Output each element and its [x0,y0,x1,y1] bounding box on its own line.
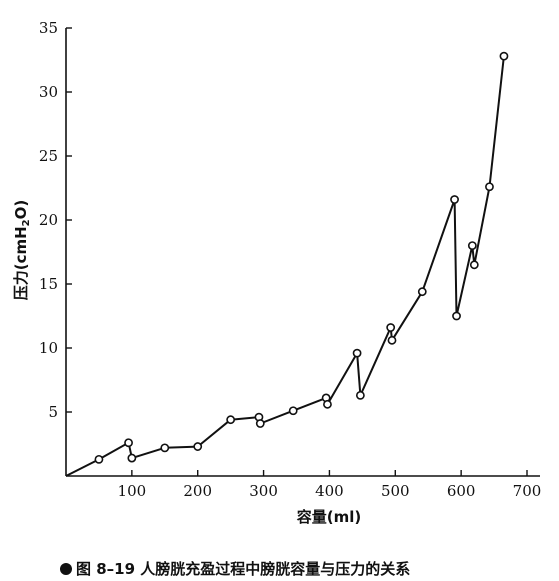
y-axis-title: 压力(cmH2O) [12,200,32,301]
y-tick-label: 20 [39,211,58,229]
y-tick-label: 35 [39,19,58,37]
data-point [288,406,298,416]
y-tick-label: 10 [39,339,58,357]
series-points [94,51,509,464]
caption-text: 图 8–19 人膀胱充盈过程中膀胱容量与压力的关系 [76,560,411,578]
data-point [485,182,494,192]
chart: 5 10 15 20 25 30 35 100 200 300 400 500 600 700 容量(m… [12,19,542,526]
data-point [94,454,104,464]
x-ticks: 100 200 300 400 500 600 700 [118,470,542,500]
data-point [450,195,459,204]
data-point [355,390,365,400]
data-point [226,415,236,425]
data-point [467,241,477,250]
data-point [469,260,479,270]
axes [65,28,540,477]
data-point [417,287,427,297]
x-tick-label: 300 [249,482,278,500]
x-tick-label: 500 [381,482,410,500]
data-point [352,348,362,358]
x-tick-label: 700 [513,482,542,500]
data-point [160,443,170,453]
y-tick-label: 5 [48,403,58,421]
y-axis-title-sub: 2 [21,219,32,226]
y-ticks: 5 10 15 20 25 30 35 [39,19,72,421]
data-point [255,419,265,428]
y-tick-label: 25 [39,147,58,165]
figure-caption: 图 8–19 人膀胱充盈过程中膀胱容量与压力的关系 [60,558,559,579]
y-tick-label: 15 [39,275,58,293]
y-axis-title-end: O) [12,200,30,220]
y-tick-label: 30 [39,83,58,101]
data-point [124,438,133,448]
x-tick-label: 400 [315,482,344,500]
data-point [193,442,203,451]
data-point [127,453,137,463]
data-point [386,323,396,332]
caption-bullet-icon [60,563,72,575]
x-tick-label: 200 [183,482,212,500]
y-axis-title-main: 压力(cmH [12,226,30,300]
data-point [387,335,397,345]
x-tick-label: 600 [447,482,476,500]
series-line [65,56,505,477]
x-tick-label: 100 [118,482,147,500]
data-point [452,311,461,321]
data-line [65,56,505,477]
x-axis-title: 容量(ml) [296,508,361,526]
data-point [499,51,509,61]
data-point [323,399,332,409]
